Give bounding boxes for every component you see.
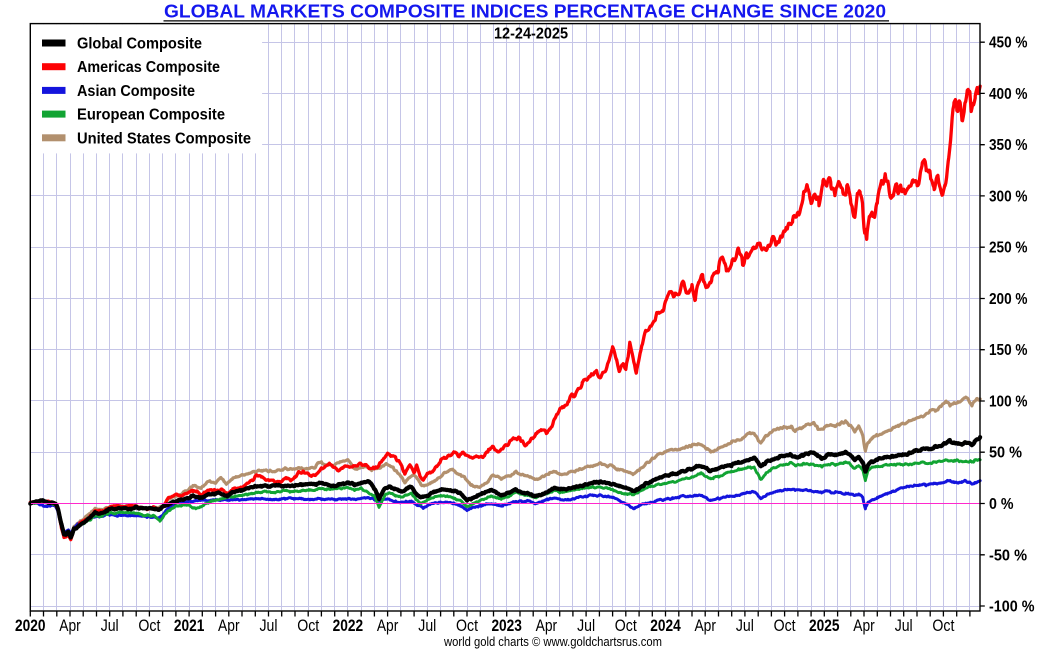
svg-text:300 %: 300 % [989,188,1028,205]
svg-text:200 %: 200 % [989,291,1028,308]
svg-text:Asian Composite: Asian Composite [77,83,195,100]
svg-text:Jul: Jul [736,617,754,635]
svg-text:12-24-2025: 12-24-2025 [494,26,568,43]
svg-text:2025: 2025 [809,617,840,635]
svg-text:Apr: Apr [536,617,558,635]
svg-text:world gold charts © www.goldch: world gold charts © www.goldchartsrus.co… [443,634,662,649]
svg-text:100 %: 100 % [989,394,1028,411]
svg-text:Apr: Apr [853,617,875,635]
svg-text:250 %: 250 % [989,240,1028,257]
svg-text:Oct: Oct [774,617,796,635]
svg-text:Oct: Oct [138,617,160,635]
svg-text:Apr: Apr [59,617,81,635]
svg-text:350 %: 350 % [989,137,1028,154]
svg-text:-100 %: -100 % [989,599,1035,616]
svg-text:150 %: 150 % [989,342,1028,359]
svg-text:Oct: Oct [615,617,637,635]
svg-text:Global Composite: Global Composite [77,36,202,53]
svg-text:Jul: Jul [577,617,595,635]
svg-text:Apr: Apr [694,617,716,635]
svg-text:United States Composite: United States Composite [77,130,251,147]
svg-text:GLOBAL MARKETS COMPOSITE INDIC: GLOBAL MARKETS COMPOSITE INDICES PERCENT… [164,1,886,21]
svg-text:-50 %: -50 % [989,547,1027,564]
svg-text:Jul: Jul [260,617,278,635]
svg-text:Americas Composite: Americas Composite [77,59,220,76]
svg-text:Oct: Oct [456,617,478,635]
svg-text:0 %: 0 % [989,496,1014,513]
svg-text:2023: 2023 [491,617,522,635]
svg-text:2020: 2020 [15,617,46,635]
svg-text:400 %: 400 % [989,86,1028,103]
svg-text:50 %: 50 % [989,445,1022,462]
svg-text:Jul: Jul [418,617,436,635]
svg-text:2022: 2022 [333,617,364,635]
svg-text:Oct: Oct [297,617,319,635]
svg-text:Apr: Apr [377,617,399,635]
svg-text:European Composite: European Composite [77,107,225,124]
svg-text:Apr: Apr [218,617,240,635]
svg-text:Jul: Jul [895,617,913,635]
svg-text:2021: 2021 [174,617,205,635]
svg-text:Jul: Jul [101,617,119,635]
svg-text:Oct: Oct [932,617,954,635]
svg-text:2024: 2024 [650,617,681,635]
svg-text:450 %: 450 % [989,35,1028,52]
